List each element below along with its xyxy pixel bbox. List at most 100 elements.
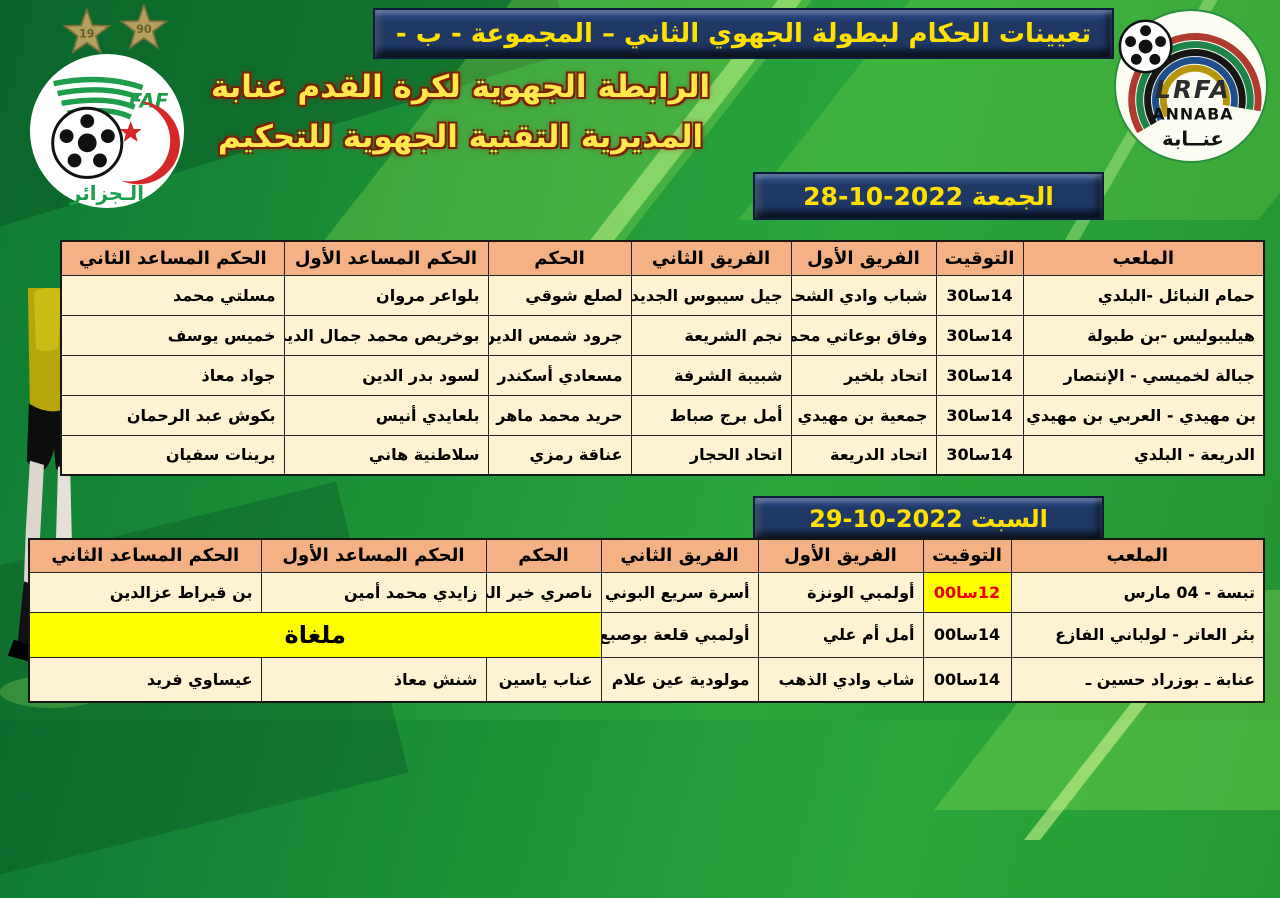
stadium-cell: عنابة ـ بوزراد حسين ـ [1010,656,1265,703]
referee-cell: عناب ياسين [485,656,602,703]
team1-cell: شباب وادي الشحم [790,274,937,316]
time-cell: 12سا00 [922,571,1012,613]
column-header: الحكم المساعد الأول [260,538,487,573]
lrfa-arcs [1128,33,1262,134]
friday-fixtures-table: الملعب التوقيت الفريق الأول الفريق الثاني ال… [60,240,1265,476]
column-header: الفريق الثاني [630,240,792,276]
org-title-line2: المديرية التقنية الجهوية للتحكيم [217,119,704,156]
column-header: التوقيت [922,538,1012,573]
saturday-fixtures-table: الملعب التوقيت الفريق الأول الفريق الثاني ال… [28,538,1265,703]
fixture-row: عنابة ـ بوزراد حسين ـ 14سا00 شاب وادي الذه… [28,656,1265,703]
fixture-row: جبالة لخميسي - الإنتصار 14سا30 اتحاد بلخير… [60,354,1265,396]
assistant1-cell: شنش معاذ [260,656,487,703]
time-cell: 14سا30 [935,394,1024,436]
date-banner-friday: الجمعة 2022-10-28 [753,172,1104,220]
stadium-cell: هيليبوليس -بن طبولة [1022,314,1265,356]
crescent-icon [120,101,180,185]
column-header: التوقيت [935,240,1024,276]
team2-cell: شبيبة الشرفة [630,354,792,396]
stadium-cell: تبسة - 04 مارس [1010,571,1265,613]
date-label: الجمعة 2022-10-28 [803,181,1054,211]
star-year-19: 19 [79,28,95,41]
stadium-cell: الدريعة - البلدي [1022,434,1265,476]
cancelled-cell: ملغاة [28,611,602,658]
assistant2-cell: مسلتي محمد [60,274,285,316]
fixture-row: تبسة - 04 مارس 12سا00 أولمبي الونزة أسرة سر… [28,571,1265,613]
column-header: الحكم [485,538,602,573]
fixture-row: الدريعة - البلدي 14سا30 اتحاد الدريعة اتحاد… [60,434,1265,476]
referee-cell: حريد محمد ماهر [487,394,632,436]
column-header: الملعب [1010,538,1265,573]
team1-cell: أولمبي الونزة [757,571,924,613]
assistant1-cell: لسود بدر الدين [283,354,489,396]
lrfa-city-arabic: عنــابة [1162,127,1224,150]
lrfa-city: ANNABA [1152,105,1233,124]
time-cell: 14سا00 [922,611,1012,658]
assistant1-cell: بلعايدي أنيس [283,394,489,436]
column-header: الملعب [1022,240,1265,276]
team2-cell: أسرة سريع البوني [600,571,759,613]
team1-cell: أمل أم علي [757,611,924,658]
assistant2-cell: جواد معاذ [60,354,285,396]
faf-mark: FAF [129,89,169,112]
fixture-row: بئر العاتر - لولباني الفازع 14سا00 أمل أم … [28,611,1265,658]
page-title: تعيينات الحكام لبطولة الجهوي الثاني – ال… [395,18,1092,49]
assistant2-cell: خميس يوسف [60,314,285,356]
assistant2-cell: عيساوي فريد [28,656,262,703]
fixture-row: بن مهيدي - العربي بن مهيدي 14سا30 جمعية بن… [60,394,1265,436]
team2-cell: اتحاد الحجار [630,434,792,476]
stadium-cell: حمام النبائل -البلدي [1022,274,1265,316]
column-header: الحكم المساعد الثاني [60,240,285,276]
assistant2-cell: برينات سفيان [60,434,285,476]
team1-cell: جمعية بن مهيدي [790,394,937,436]
time-cell: 14سا30 [935,354,1024,396]
organization-title: الرابطة الجهوية لكرة القدم عنابة المديري… [178,62,743,162]
time-cell: 14سا30 [935,314,1024,356]
column-header: الفريق الأول [790,240,937,276]
team2-cell: نجم الشريعة [630,314,792,356]
referee-cell: مسعادي أسكندر [487,354,632,396]
assistant1-cell: بلواعر مروان [283,274,489,316]
time-cell: 14سا00 [922,656,1012,703]
lrfa-annaba-logo: LRFA ANNABA عنــابة [1113,8,1269,164]
team2-cell: أولمبي قلعة بوصبع [600,611,759,658]
title-banner: تعيينات الحكام لبطولة الجهوي الثاني – ال… [373,8,1114,59]
team1-cell: وفاق بوعاتي محمود [790,314,937,356]
column-header: الحكم [487,240,632,276]
assistant1-cell: زايدي محمد أمين [260,571,487,613]
stadium-cell: جبالة لخميسي - الإنتصار [1022,354,1265,396]
assistant2-cell: بن قيراط عزالدين [28,571,262,613]
stadium-cell: بن مهيدي - العربي بن مهيدي [1022,394,1265,436]
time-cell: 14سا30 [935,274,1024,316]
faf-country-label: الـجزائر [69,182,144,205]
date-banner-saturday: السبت 2022-10-29 [753,496,1104,541]
referee-cell: جرود شمس الدين [487,314,632,356]
team2-cell: جيل سيبوس الجديد [630,274,792,316]
team2-cell: مولودية عين علام [600,656,759,703]
org-title-line1: الرابطة الجهوية لكرة القدم عنابة [210,69,711,105]
team2-cell: أمل برج صباط [630,394,792,436]
column-header: الفريق الأول [757,538,924,573]
column-header: الفريق الثاني [600,538,759,573]
star-year-90: 90 [136,23,152,36]
column-header: الحكم المساعد الثاني [28,538,262,573]
assistant1-cell: بوخريص محمد جمال الدين [283,314,489,356]
team1-cell: اتحاد بلخير [790,354,937,396]
lrfa-acronym: LRFA [1155,75,1230,104]
referee-cell: عناقة رمزي [487,434,632,476]
time-cell: 14سا30 [935,434,1024,476]
team1-cell: اتحاد الدريعة [790,434,937,476]
stadium-cell: بئر العاتر - لولباني الفازع [1010,611,1265,658]
assistant1-cell: سلاطنية هاني [283,434,489,476]
fixture-row: حمام النبائل -البلدي 14سا30 شباب وادي الشح… [60,274,1265,316]
column-header: الحكم المساعد الأول [283,240,489,276]
star-icon [119,121,142,142]
team1-cell: شاب وادي الذهب [757,656,924,703]
faf-stars: 19 90 [61,4,169,55]
referee-cell: لصلع شوقي [487,274,632,316]
date-label: السبت 2022-10-29 [809,504,1048,533]
referee-cell: ناصري خير الدين [485,571,602,613]
faf-algeria-logo: FAF الـجزائر [29,53,185,209]
